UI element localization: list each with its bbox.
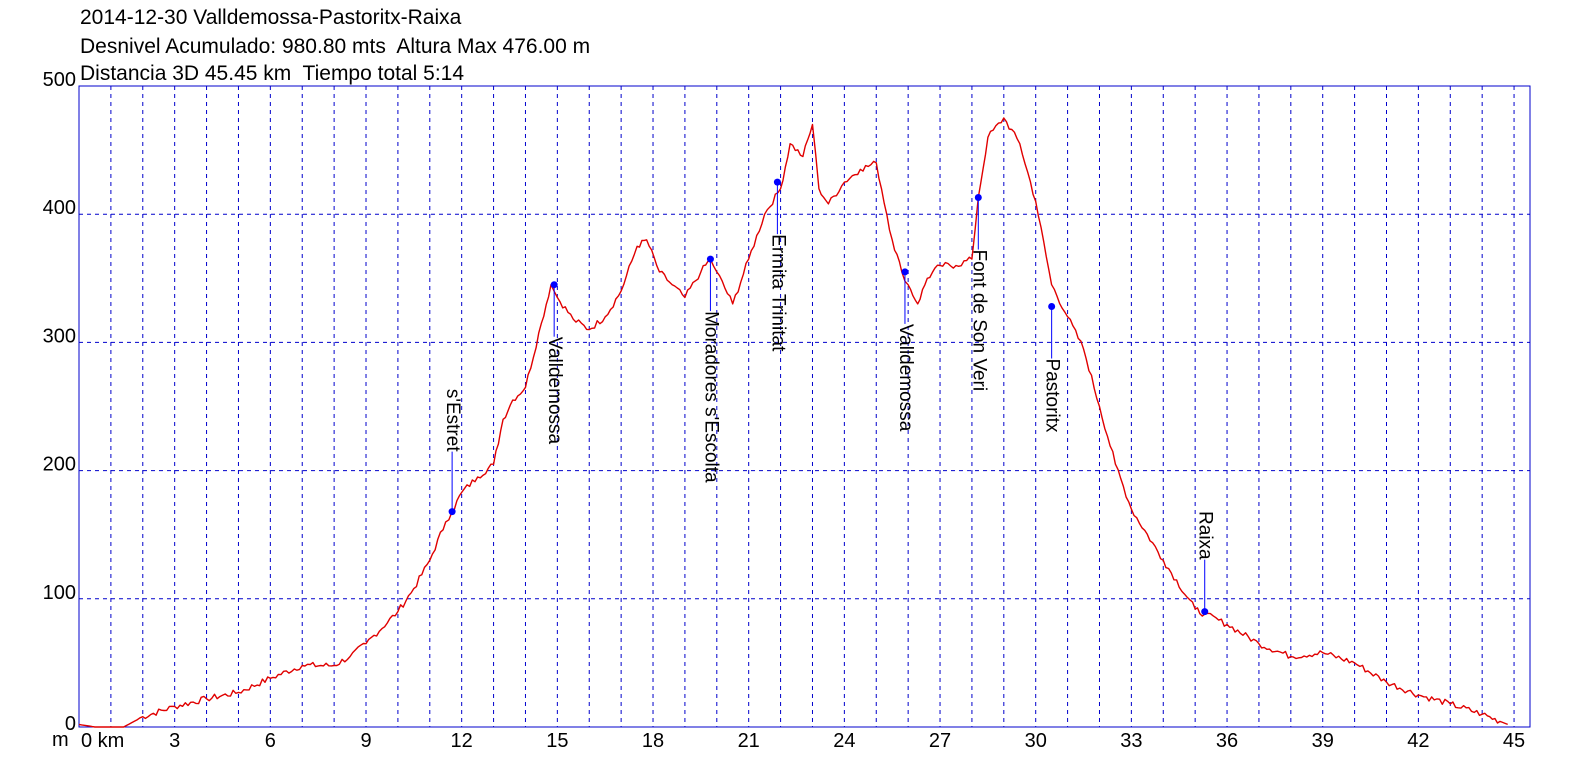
- grid-lines: [79, 86, 1530, 727]
- waypoint-marker: [550, 281, 558, 289]
- elevation-line: [78, 117, 1508, 728]
- chart-title-line-2: Desnivel Acumulado: 980.80 mts Altura Ma…: [80, 35, 591, 58]
- x-tick-label: 12: [451, 730, 473, 752]
- waypoint-marker: [1048, 303, 1056, 311]
- chart-title-line-3: Distancia 3D 45.45 km Tiempo total 5:14: [80, 62, 465, 85]
- x-tick-label: 0 km: [81, 730, 124, 752]
- x-tick-label: 18: [642, 730, 664, 752]
- waypoint-label: Ermita Trinitat: [767, 234, 788, 352]
- x-tick-label: 36: [1216, 730, 1238, 752]
- waypoint-marker: [706, 255, 714, 263]
- waypoint-marker: [1201, 608, 1209, 616]
- chart-title-line-1: 2014-12-30 Valldemossa-Pastoritx-Raixa: [80, 6, 462, 29]
- y-axis-unit-label: m: [52, 729, 69, 751]
- x-tick-label: 21: [738, 730, 760, 752]
- x-tick-label: 6: [265, 730, 276, 752]
- plot-frame: [78, 85, 1531, 728]
- x-tick-label: 33: [1120, 730, 1142, 752]
- x-tick-label: 39: [1312, 730, 1334, 752]
- waypoint-marker: [773, 178, 781, 186]
- y-tick-label: 400: [43, 197, 76, 219]
- waypoint-label: Pastoritx: [1042, 359, 1063, 433]
- waypoint-label: s'Estret: [442, 389, 463, 452]
- x-tick-label: 9: [360, 730, 371, 752]
- y-tick-label: 300: [43, 325, 76, 347]
- x-tick-label: 45: [1503, 730, 1525, 752]
- x-tick-label: 42: [1407, 730, 1429, 752]
- waypoint-label: Font de Son Veri: [968, 250, 989, 392]
- waypoint-marker: [448, 508, 456, 516]
- elevation-line-layer: [78, 117, 1508, 728]
- waypoint-label: Valldemossa: [895, 324, 916, 432]
- waypoint-marker: [974, 194, 982, 202]
- waypoint-marker: [901, 268, 909, 276]
- y-tick-label: 200: [43, 454, 76, 476]
- x-tick-label: 3: [169, 730, 180, 752]
- x-tick-label: 30: [1025, 730, 1047, 752]
- y-tick-label: 0: [65, 713, 76, 735]
- waypoints: s'Estret Valldemossa Moradores s'Escolta Er…: [442, 178, 1216, 616]
- y-tick-label: 100: [43, 582, 76, 604]
- x-tick-label: 15: [546, 730, 568, 752]
- waypoint-label: Valldemossa: [544, 337, 565, 445]
- x-tick-label: 24: [833, 730, 855, 752]
- waypoint-label: Moradores s'Escolta: [700, 311, 721, 483]
- y-tick-label: 500: [43, 69, 76, 91]
- x-tick-label: 27: [929, 730, 951, 752]
- waypoint-label: Raixa: [1195, 511, 1216, 560]
